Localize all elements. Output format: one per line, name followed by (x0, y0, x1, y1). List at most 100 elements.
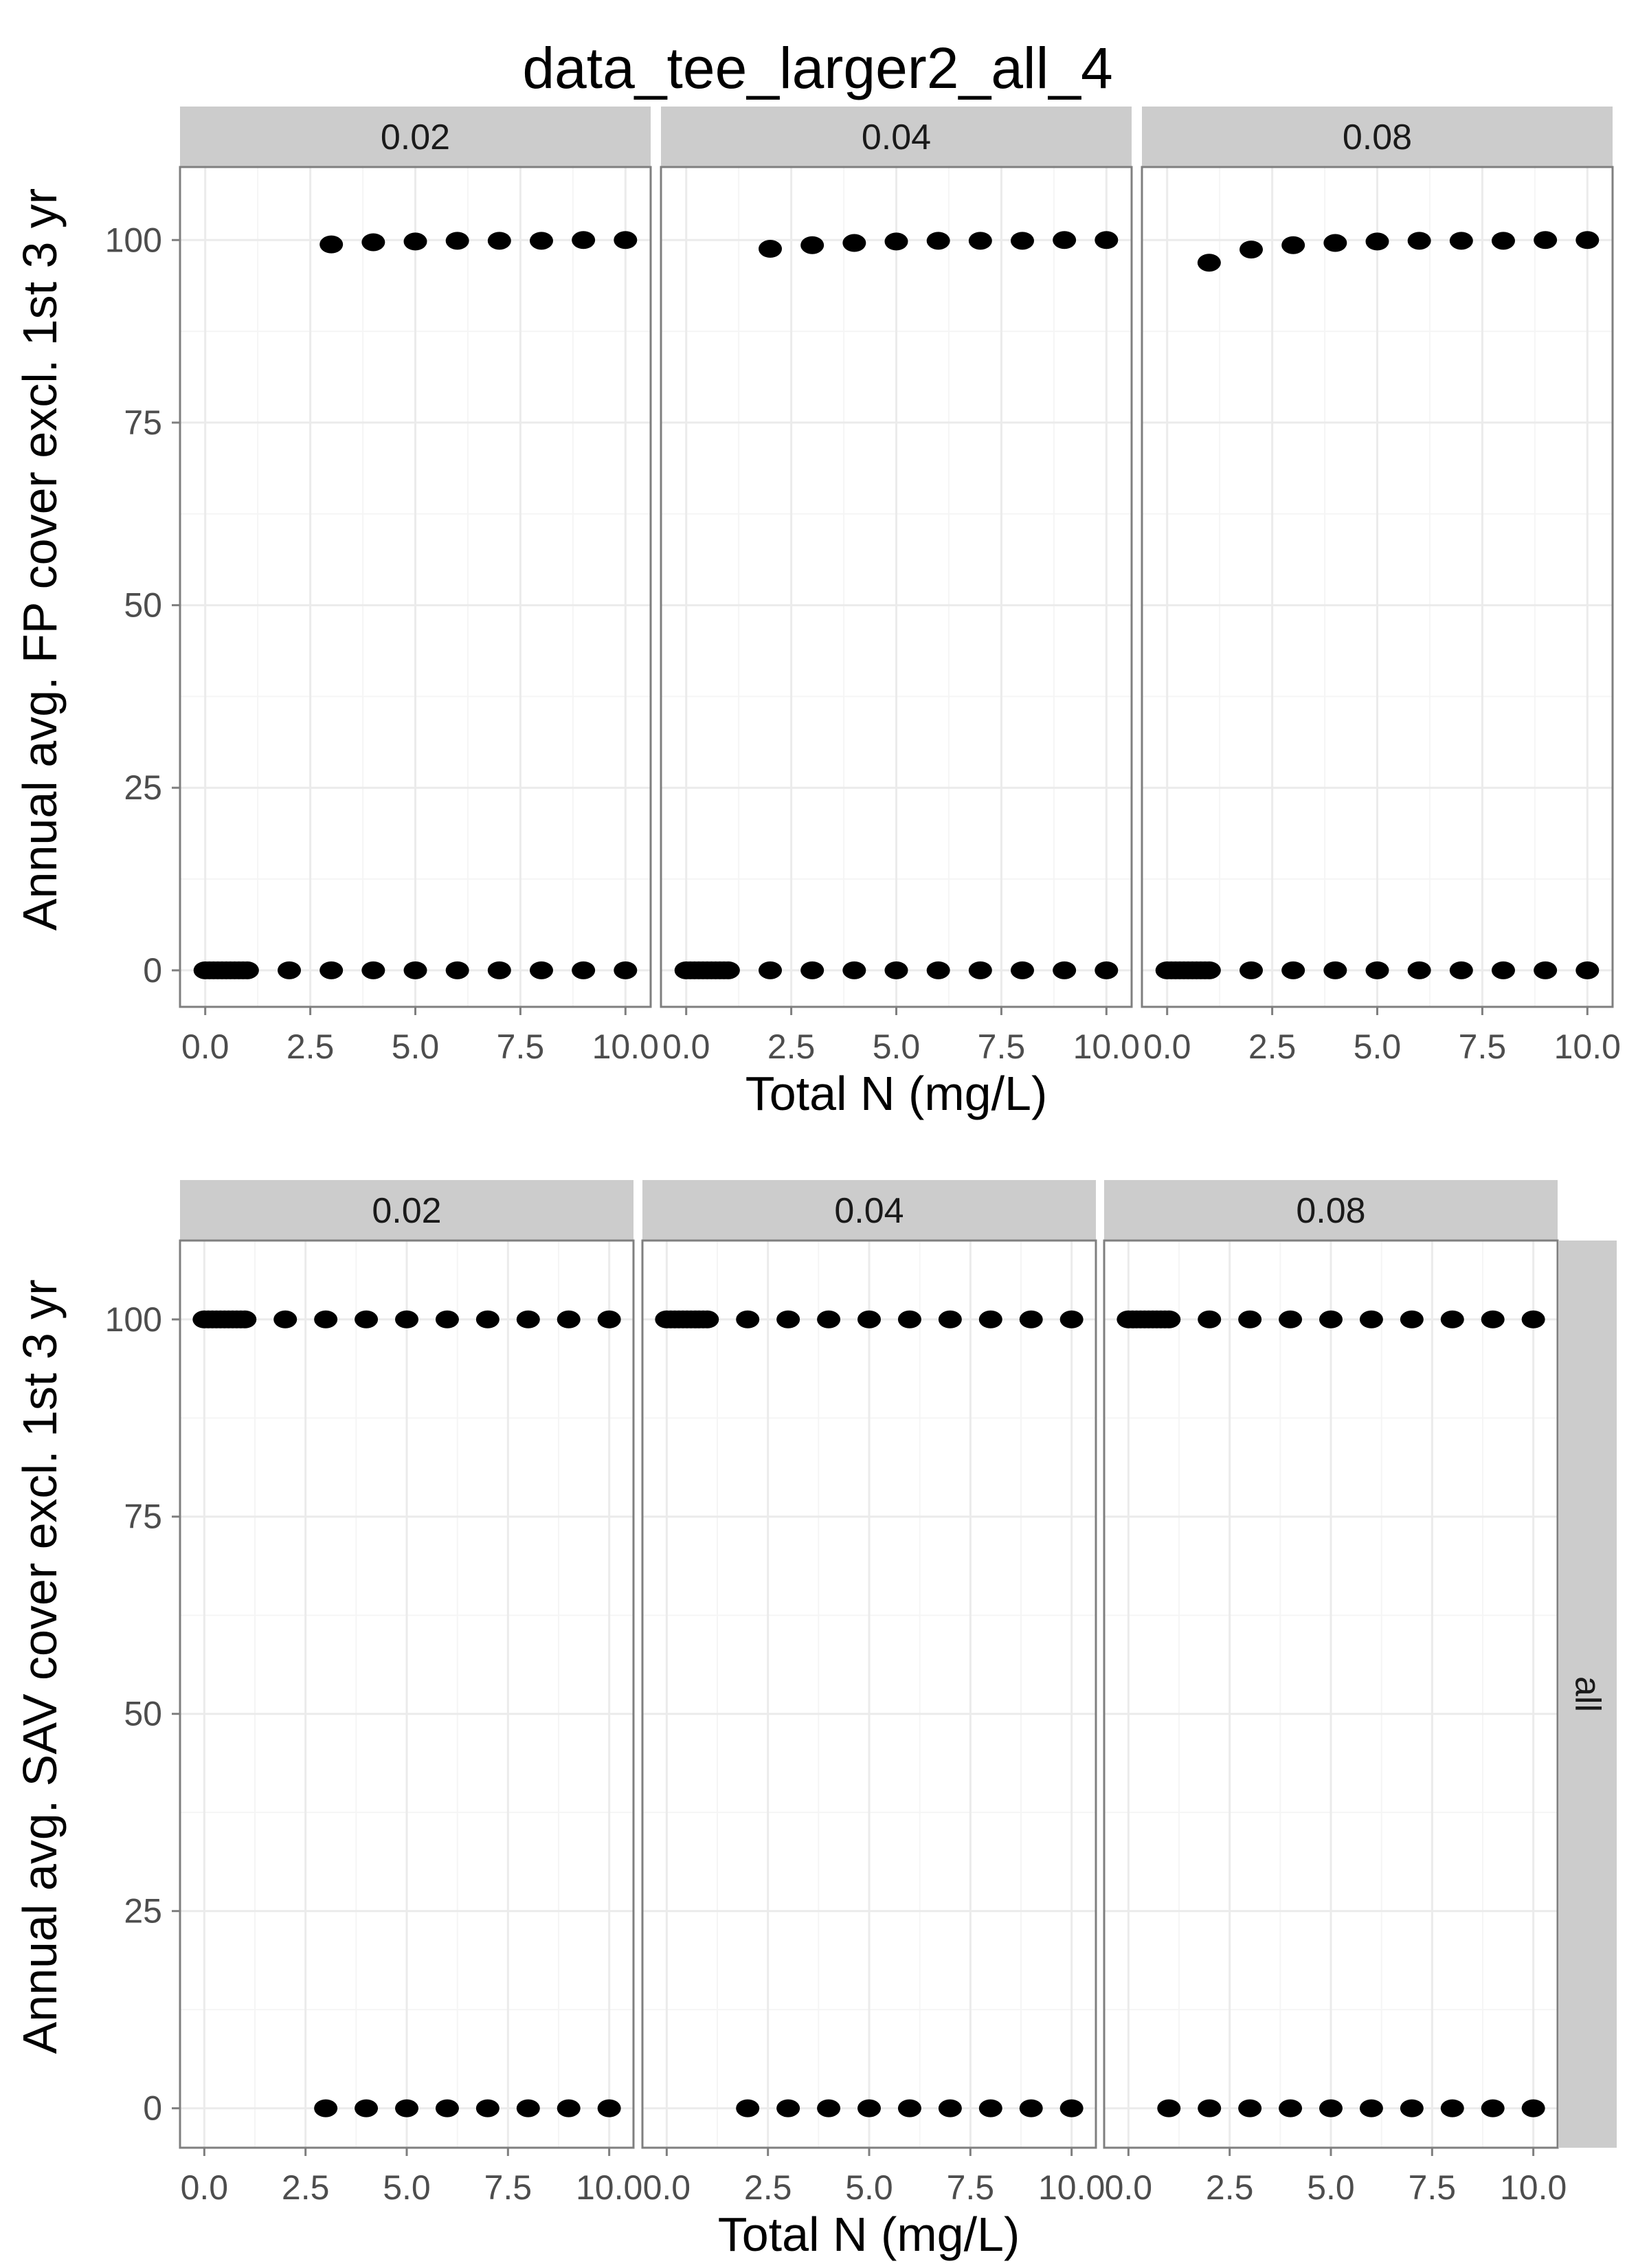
x-tick-label: 5.0 (383, 2168, 431, 2207)
data-point (1238, 2099, 1262, 2117)
facet-panel-0.02: 0.02 0.0 2.5 5.0 7.5 10.0 (179, 1180, 642, 2207)
data-point (435, 1310, 459, 1328)
data-point (842, 234, 866, 252)
x-tick-label: 5.0 (873, 1027, 921, 1066)
data-point (1440, 2099, 1464, 2117)
data-point (572, 961, 596, 979)
y-tick-label: 100 (105, 221, 162, 259)
data-point (1238, 1310, 1262, 1328)
data-point (557, 2099, 581, 2117)
x-tick-label: 0.0 (1143, 1027, 1191, 1066)
x-tick-label: 0.0 (1105, 2168, 1153, 2207)
data-point (1197, 961, 1221, 979)
x-tick-label: 2.5 (282, 2168, 330, 2207)
data-point (817, 1310, 841, 1328)
data-point (968, 232, 992, 250)
facet-panel-0.08: 0.08 0.0 2.5 5.0 7.5 10.0 (1141, 107, 1621, 1066)
data-point (1491, 961, 1515, 979)
x-axis-label: Total N (mg/L) (745, 1067, 1048, 1120)
data-point (1010, 232, 1034, 250)
data-point (235, 961, 259, 979)
sav-cover-plot: 0.02 0.0 2.5 5.0 7.5 10.0 0.04 0.0 2.5 5.0 7.5 10.0… (13, 1180, 1617, 2261)
x-tick-label: 7.5 (1409, 2168, 1457, 2207)
x-tick-label: 0.0 (662, 1027, 710, 1066)
data-point (695, 1310, 719, 1328)
data-point (978, 2099, 1002, 2117)
data-point (1053, 231, 1077, 249)
facet-strip (180, 1180, 633, 1241)
data-point (817, 2099, 841, 2117)
y-tick-label: 75 (124, 403, 162, 442)
data-point (759, 961, 783, 979)
x-tick-label: 7.5 (484, 2168, 532, 2207)
data-point (529, 961, 553, 979)
facet-strip-label: 0.02 (372, 1191, 441, 1231)
data-point (1279, 2099, 1303, 2117)
data-point (355, 2099, 379, 2117)
data-point (435, 2099, 459, 2117)
data-point (597, 1310, 621, 1328)
data-point (1281, 961, 1305, 979)
data-point (978, 1310, 1002, 1328)
x-tick-label: 10.0 (1500, 2168, 1567, 2207)
data-point (395, 2099, 418, 2117)
x-tick-label: 10.0 (1038, 2168, 1105, 2207)
data-point (1491, 232, 1515, 250)
data-point (857, 2099, 881, 2117)
data-point (1365, 232, 1389, 251)
data-point (403, 961, 427, 979)
row-facet-label: all (1568, 1676, 1608, 1712)
y-axis-label: Annual avg. FP cover excl. 1st 3 yr (13, 188, 67, 931)
x-tick-label: 2.5 (767, 1027, 816, 1066)
data-point (736, 2099, 760, 2117)
data-point (1197, 254, 1221, 272)
data-point (487, 232, 511, 250)
facet-strip-label: 0.08 (1296, 1191, 1365, 1231)
data-point (1449, 961, 1473, 979)
x-tick-label: 7.5 (978, 1027, 1026, 1066)
facet-strip (642, 1180, 1096, 1241)
data-point (1157, 1310, 1181, 1328)
x-tick-label: 5.0 (1354, 1027, 1402, 1066)
x-tick-label: 5.0 (845, 2168, 893, 2207)
x-tick-label: 2.5 (1248, 1027, 1297, 1066)
data-point (361, 233, 385, 252)
x-tick-label: 10.0 (1073, 1027, 1140, 1066)
data-point (857, 1310, 881, 1328)
data-point (1359, 1310, 1383, 1328)
data-point (1019, 2099, 1043, 2117)
x-tick-label: 0.0 (181, 1027, 229, 1066)
data-point (273, 1310, 298, 1328)
facet-strip-label: 0.04 (862, 118, 931, 157)
data-point (1481, 1310, 1505, 1328)
data-point (1521, 1310, 1545, 1328)
data-point (319, 235, 344, 254)
fp-cover-plot: 0.02 0.0 2.5 5.0 7.5 10.0 0.04 0.0 2.5 5.0 7.5 10.0… (13, 107, 1621, 1120)
x-tick-label: 10.0 (576, 2168, 642, 2207)
y-tick-label: 50 (124, 1695, 162, 1733)
y-tick-label: 25 (124, 1892, 162, 1931)
facet-panel-0.02: 0.02 0.0 2.5 5.0 7.5 10.0 (179, 107, 659, 1066)
data-point (1319, 1310, 1343, 1328)
data-point (278, 961, 302, 979)
x-tick-label: 2.5 (744, 2168, 792, 2207)
data-point (968, 961, 992, 979)
data-point (1534, 961, 1558, 979)
data-point (1449, 232, 1473, 250)
data-point (1521, 2099, 1545, 2117)
y-tick-label: 0 (143, 2089, 162, 2128)
chart-title: data_tee_larger2_all_4 (522, 36, 1112, 100)
y-tick-label: 100 (105, 1300, 162, 1339)
data-point (938, 2099, 962, 2117)
data-point (1059, 1310, 1084, 1328)
data-point (1198, 1310, 1222, 1328)
facet-strip (661, 107, 1132, 167)
facet-panel-0.04: 0.04 0.0 2.5 5.0 7.5 10.0 (641, 1180, 1105, 2207)
facet-strip-label: 0.02 (381, 118, 450, 157)
data-point (361, 961, 385, 979)
data-point (1281, 236, 1305, 254)
facet-panel-0.04: 0.04 0.0 2.5 5.0 7.5 10.0 (660, 107, 1140, 1066)
facet-strip (180, 107, 651, 167)
data-point (1059, 2099, 1084, 2117)
data-point (1095, 231, 1119, 249)
